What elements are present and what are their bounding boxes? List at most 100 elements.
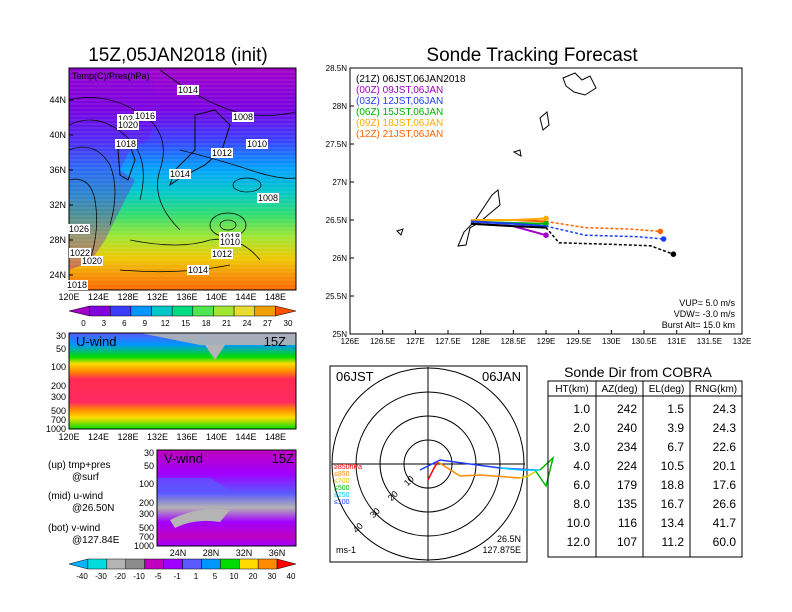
colorbar-swatch: [239, 558, 259, 570]
lat-tick-label: 28N: [49, 235, 66, 245]
colorbar-swatch: [182, 558, 202, 570]
track-line-dashed: [470, 217, 547, 221]
lon-tick-label: 130E: [602, 337, 621, 346]
isobar-label: 1010: [220, 237, 240, 247]
lat-tick-label: 28N: [203, 548, 220, 558]
isobar-label: 1014: [188, 265, 208, 275]
colorbar-label: -10: [133, 572, 145, 581]
colorbar-swatch: [201, 558, 221, 570]
track-legend: (21Z) 06JST,06JAN2018(00Z) 09JST,06JAN(0…: [356, 74, 466, 140]
lat-tick-label: 25.5N: [326, 292, 348, 301]
colorbar-swatch: [130, 305, 152, 317]
polar-time-left: 06JST: [336, 369, 374, 384]
isobar-label-bg: [219, 237, 241, 247]
colorbar-label: 21: [222, 319, 231, 328]
level-label: ≤250: [334, 492, 350, 499]
polar-lat: 26.5N: [497, 534, 521, 544]
uwind-label: U-wind: [76, 334, 116, 349]
colorbar-swatch: [275, 305, 297, 317]
table-header: AZ(deg): [601, 384, 637, 395]
colorbar-label: 5: [213, 572, 218, 581]
colorbar-label: 9: [143, 319, 148, 328]
isobar-label-bg: [246, 139, 268, 149]
lon-tick-label: 126E: [341, 337, 360, 346]
lon-tick-label: 127E: [406, 337, 425, 346]
pressure-tick-label: 500: [51, 406, 66, 416]
isobar-label: 1008: [258, 193, 278, 203]
colorbar-label: -30: [95, 572, 107, 581]
isobar-label-bg: [211, 148, 233, 158]
lon-tick-label: 131E: [667, 337, 686, 346]
lon-tick-label: 144E: [235, 432, 256, 442]
lat-tick-label: 26N: [332, 254, 347, 263]
pressure-tick-label: 50: [56, 344, 66, 354]
vwind-lat-axis: 24N 28N 32N 36N: [170, 548, 286, 558]
isobar-label: 1012: [212, 148, 232, 158]
isobar-label: 1022: [70, 248, 90, 258]
panel-notes: (up) tmp+pres@surf (mid) u-wind@26.50N (bo…: [48, 460, 120, 546]
vwind-label: V-wind: [164, 451, 203, 466]
coastlines: [396, 72, 597, 247]
colorbar-swatch: [192, 305, 214, 317]
lat-tick-label: 26.5N: [326, 216, 348, 225]
lon-tick-label: 148E: [265, 292, 286, 302]
panel-note: @26.50N: [72, 503, 114, 514]
lat-tick-label: 44N: [49, 95, 66, 105]
colorbar-label: 6: [122, 319, 127, 328]
isobar-label: 1026: [69, 224, 89, 234]
vdw-text: VDW= -3.0 m/s: [674, 309, 736, 319]
isobar-label-bg: [117, 120, 139, 130]
colorbar-swatch: [110, 305, 132, 317]
vup-text: VUP= 5.0 m/s: [679, 298, 735, 308]
isobar-label-bg: [117, 114, 139, 124]
level-label: ≤700: [334, 478, 350, 485]
isobar-label: 1024: [118, 114, 138, 124]
vwind-section: V-wind 15Z: [156, 449, 297, 547]
uwind-time: 15Z: [264, 334, 286, 349]
colorbar-label: 27: [263, 319, 272, 328]
lon-tick-label: 140E: [206, 432, 227, 442]
uwind-lon-axis: 120E 124E 128E 132E 136E 140E 144E 148E: [58, 432, 286, 442]
panel-note: (bot) v-wind: [48, 523, 100, 534]
track-endpoint: [660, 236, 667, 242]
table-cell: 16.7: [661, 497, 685, 511]
vwind-time: 15Z: [272, 451, 294, 466]
isobar-label-bg: [187, 265, 209, 275]
table-cell: 11.2: [662, 535, 685, 549]
colorbar-swatch: [144, 558, 164, 570]
legend-entry: (00Z) 09JST,06JAN: [356, 85, 443, 96]
pressure-tick-label: 200: [51, 381, 66, 391]
isobar-label: 1020: [118, 120, 138, 130]
lon-tick-label: 132E: [147, 432, 168, 442]
track-endpoint: [543, 232, 549, 238]
level-label: ≤500: [334, 485, 350, 492]
table-cell: 107: [617, 535, 637, 549]
pressure-tick-label: 1000: [46, 424, 66, 434]
burst-text: Burst Alt= 15.0 km: [662, 320, 735, 330]
lat-tick-label: 32N: [236, 548, 253, 558]
legend-entry: (06Z) 15JST,06JAN: [356, 107, 443, 118]
isobar-label-bg: [81, 256, 103, 266]
colorbar-swatch: [87, 558, 108, 570]
colorbar-swatch: [106, 558, 126, 570]
lon-tick-label: 128E: [117, 292, 138, 302]
isobar-label-bg: [66, 280, 88, 290]
island-kume: [396, 228, 404, 236]
temperature-colorbar: 0 3 6 9 12 15 18 21 24 27 30: [68, 305, 297, 328]
isobar-label-bg: [134, 111, 156, 121]
track-lat-axis: 28.5N 28N 27.5N 27N 26.5N 26N 25.5N 25N: [326, 64, 354, 339]
isobar-label-bg: [68, 224, 90, 234]
lat-tick-label: 36N: [49, 165, 66, 175]
lat-tick-label: 32N: [49, 200, 66, 210]
table-cell: 26.6: [713, 497, 737, 511]
colorbar-label: 10: [230, 572, 239, 581]
pressure-tick-label: 200: [139, 498, 154, 508]
lon-tick-label: 120E: [58, 292, 79, 302]
table-cell: 135: [617, 497, 637, 511]
table-cell: 41.7: [713, 516, 737, 530]
polar-time-right: 06JAN: [482, 369, 521, 384]
left-lon-axis: 120E 124E 128E 132E 136E 140E 144E 148E: [58, 292, 286, 302]
lat-tick-label: 24N: [170, 548, 187, 558]
lon-tick-label: 132E: [147, 292, 168, 302]
table-cell: 234: [617, 440, 637, 454]
